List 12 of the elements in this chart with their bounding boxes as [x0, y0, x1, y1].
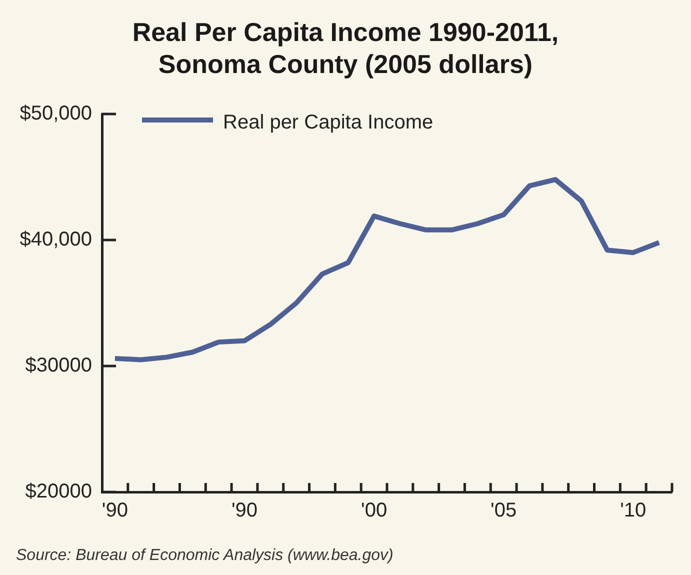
x-tick-label: '05	[490, 500, 517, 522]
x-tick-label: '10	[620, 500, 646, 522]
y-tick-label: $50,000	[20, 102, 92, 125]
y-tick-label: $30000	[25, 354, 92, 377]
legend-label: Real per Capita Income	[223, 112, 434, 134]
x-tick-label: '90	[102, 500, 128, 522]
x-tick-label: '90	[231, 500, 258, 522]
y-tick-label: $40,000	[20, 228, 92, 251]
y-tick-label: $20000	[25, 480, 92, 503]
source-note: Source: Bureau of Economic Analysis (www.bea.gov)	[16, 546, 394, 566]
x-tick-label: '00	[361, 500, 388, 522]
chart-title: Real Per Capita Income 1990-2011, Sonoma County (2005 dollars)	[131, 16, 560, 80]
